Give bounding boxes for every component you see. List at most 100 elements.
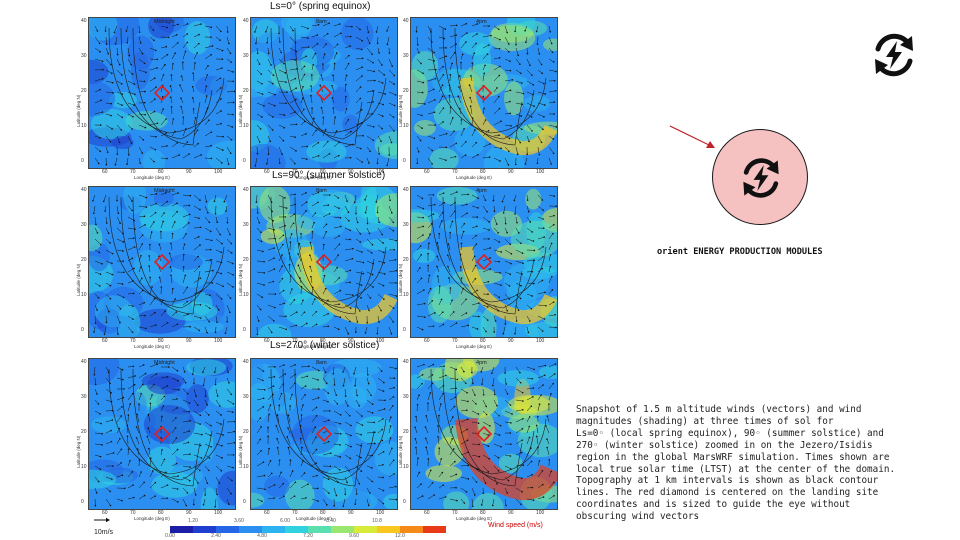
panel-time-label: 4pm bbox=[476, 19, 487, 25]
landing-site-diamond bbox=[475, 425, 493, 443]
x-tick-label: 90 bbox=[348, 510, 354, 516]
wind-figure: Ls=0° (spring equinox) Midnight Latitude (… bbox=[64, 0, 570, 540]
y-tick-label: 40 bbox=[81, 359, 87, 365]
x-tick-label: 70 bbox=[292, 338, 298, 344]
x-axis-label: Longitude (deg E) bbox=[134, 344, 170, 349]
x-tick-label: 90 bbox=[186, 338, 192, 344]
x-tick-label: 80 bbox=[158, 169, 164, 175]
x-tick-label: 80 bbox=[320, 338, 326, 344]
x-axis-label: Longitude (deg E) bbox=[456, 516, 492, 521]
x-tick-label: 80 bbox=[480, 510, 486, 516]
panel-time-label: 8am bbox=[316, 19, 327, 25]
x-tick-label: 90 bbox=[508, 338, 514, 344]
y-tick-label: 20 bbox=[243, 429, 249, 435]
energy-module-button[interactable] bbox=[712, 129, 808, 225]
x-axis-label: Longitude (deg E) bbox=[296, 175, 332, 180]
x-axis-label: Longitude (deg E) bbox=[456, 175, 492, 180]
x-tick-label: 100 bbox=[536, 338, 545, 344]
colorbar-swatch bbox=[262, 526, 285, 533]
y-tick-label: 30 bbox=[403, 53, 409, 59]
x-tick-label: 100 bbox=[376, 338, 385, 344]
landing-site-diamond bbox=[315, 84, 333, 102]
x-tick-label: 90 bbox=[186, 510, 192, 516]
y-tick-label: 0 bbox=[403, 499, 406, 505]
colorbar-swatch bbox=[423, 526, 446, 533]
colorbar-title: Wind speed (m/s) bbox=[488, 522, 543, 529]
wind-map-panel bbox=[88, 186, 236, 338]
y-tick-label: 10 bbox=[403, 464, 409, 470]
x-tick-label: 90 bbox=[508, 510, 514, 516]
colorbar-swatch bbox=[193, 526, 216, 533]
y-tick-label: 0 bbox=[403, 327, 406, 333]
colorbar-tick-top: 6.00 bbox=[280, 518, 290, 524]
colorbar-tick-top: 8.40 bbox=[326, 518, 336, 524]
colorbar-swatch bbox=[331, 526, 354, 533]
colorbar-swatch bbox=[377, 526, 400, 533]
y-tick-label: 20 bbox=[403, 429, 409, 435]
landing-site-diamond bbox=[475, 84, 493, 102]
y-tick-label: 10 bbox=[243, 292, 249, 298]
y-tick-label: 0 bbox=[81, 158, 84, 164]
colorbar-tick-top: 1.20 bbox=[188, 518, 198, 524]
panel-time-label: Midnight bbox=[154, 360, 175, 366]
y-tick-label: 30 bbox=[81, 222, 87, 228]
colorbar-tick-bottom: 12.0 bbox=[395, 533, 405, 539]
y-tick-label: 20 bbox=[81, 429, 87, 435]
x-tick-label: 100 bbox=[376, 169, 385, 175]
wind-map-panel bbox=[88, 358, 236, 510]
colorbar-swatch bbox=[308, 526, 331, 533]
x-tick-label: 60 bbox=[264, 510, 270, 516]
wind-map-panel bbox=[250, 186, 398, 338]
x-tick-label: 60 bbox=[424, 510, 430, 516]
y-tick-label: 20 bbox=[403, 257, 409, 263]
x-tick-label: 70 bbox=[292, 169, 298, 175]
y-tick-label: 20 bbox=[403, 88, 409, 94]
x-tick-label: 80 bbox=[480, 338, 486, 344]
x-tick-label: 60 bbox=[102, 338, 108, 344]
y-tick-label: 0 bbox=[243, 327, 246, 333]
panel-time-label: 8am bbox=[316, 360, 327, 366]
x-tick-label: 80 bbox=[480, 169, 486, 175]
x-tick-label: 90 bbox=[348, 169, 354, 175]
x-tick-label: 70 bbox=[292, 510, 298, 516]
y-tick-label: 10 bbox=[403, 123, 409, 129]
y-tick-label: 0 bbox=[81, 499, 84, 505]
x-tick-label: 70 bbox=[130, 510, 136, 516]
y-tick-label: 40 bbox=[243, 359, 249, 365]
landing-site-diamond bbox=[153, 84, 171, 102]
panel-time-label: Midnight bbox=[154, 188, 175, 194]
x-axis-label: Longitude (deg E) bbox=[456, 344, 492, 349]
y-tick-label: 20 bbox=[81, 88, 87, 94]
wind-map-panel bbox=[88, 17, 236, 169]
x-tick-label: 100 bbox=[214, 510, 223, 516]
y-tick-label: 10 bbox=[403, 292, 409, 298]
x-tick-label: 100 bbox=[214, 338, 223, 344]
colorbar-tick-bottom: 2.40 bbox=[211, 533, 221, 539]
x-tick-label: 60 bbox=[264, 169, 270, 175]
y-tick-label: 40 bbox=[403, 187, 409, 193]
x-axis-label: Longitude (deg E) bbox=[296, 344, 332, 349]
landing-site-diamond bbox=[475, 253, 493, 271]
panel-time-label: 8am bbox=[316, 188, 327, 194]
y-tick-label: 40 bbox=[243, 18, 249, 24]
colorbar-tick-bottom: 4.80 bbox=[257, 533, 267, 539]
x-tick-label: 90 bbox=[508, 169, 514, 175]
colorbar bbox=[170, 526, 446, 533]
y-tick-label: 30 bbox=[243, 394, 249, 400]
y-tick-label: 10 bbox=[243, 123, 249, 129]
colorbar-tick-bottom: 9.60 bbox=[349, 533, 359, 539]
y-tick-label: 40 bbox=[81, 187, 87, 193]
y-tick-label: 0 bbox=[403, 158, 406, 164]
colorbar-swatch bbox=[239, 526, 262, 533]
panel-time-label: 4pm bbox=[476, 360, 487, 366]
x-tick-label: 100 bbox=[536, 169, 545, 175]
x-tick-label: 60 bbox=[102, 169, 108, 175]
wind-map-panel bbox=[410, 186, 558, 338]
wind-map-panel bbox=[250, 17, 398, 169]
x-axis-label: Longitude (deg E) bbox=[134, 175, 170, 180]
row-title: Ls=90° (summer solstice) bbox=[272, 170, 386, 181]
scale-vector-label: 10m/s bbox=[94, 529, 114, 536]
y-tick-label: 30 bbox=[403, 394, 409, 400]
row-title: Ls=270° (winter solstice) bbox=[270, 340, 380, 351]
y-tick-label: 10 bbox=[81, 464, 87, 470]
